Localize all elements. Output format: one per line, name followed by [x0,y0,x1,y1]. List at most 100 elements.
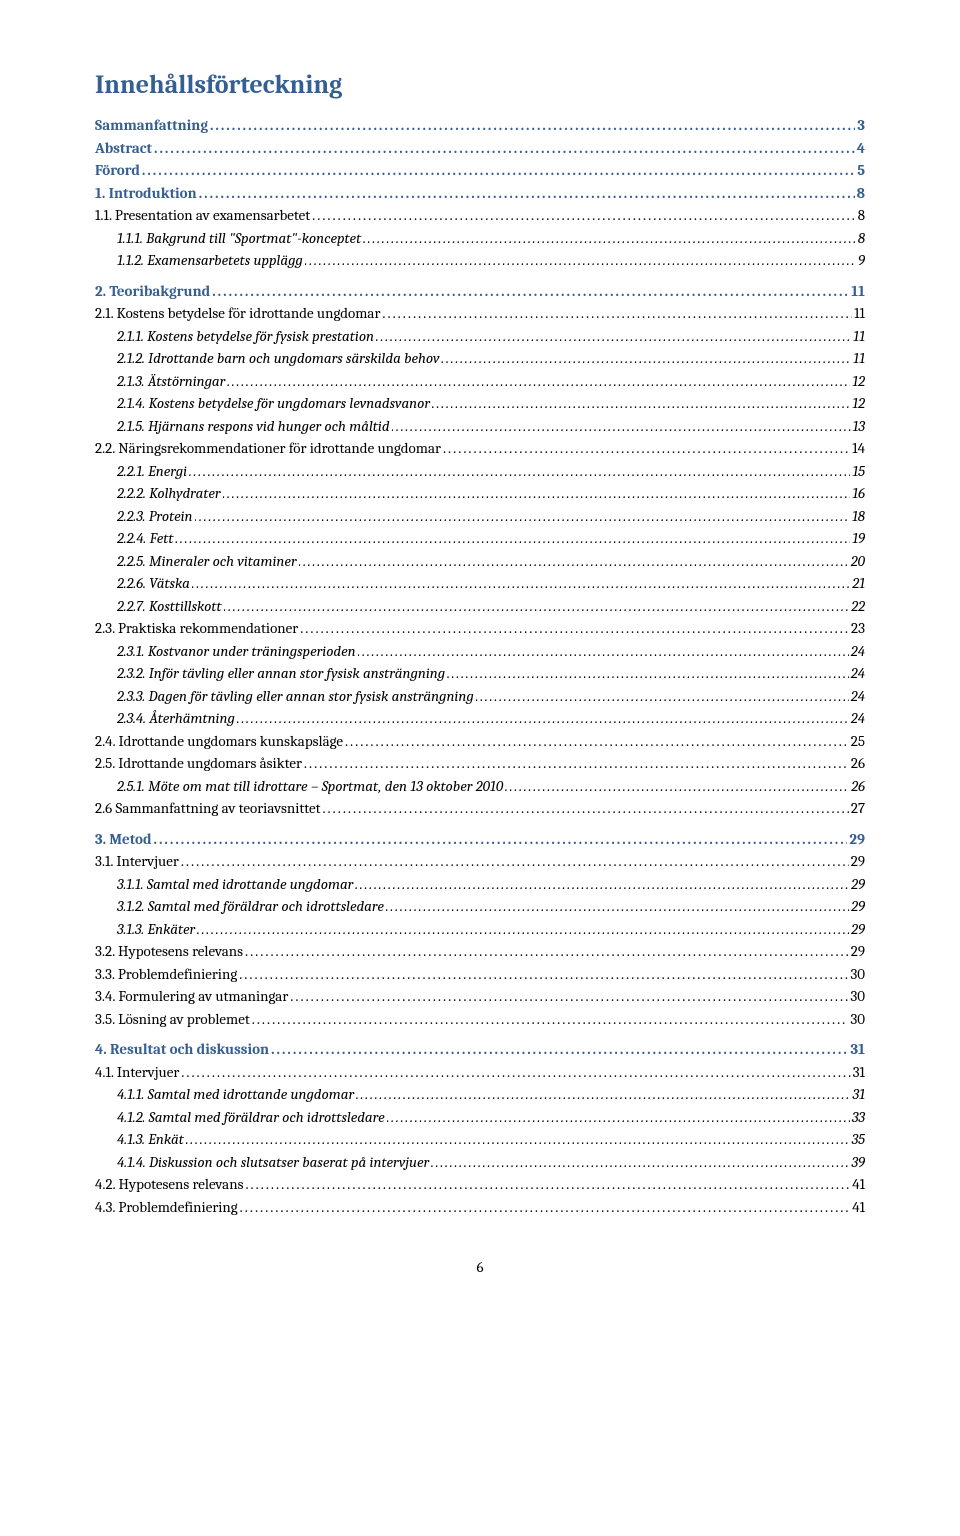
toc-entry: 2.3.1. Kostvanor under träningsperioden 2… [95,640,865,663]
toc-leader-dots [186,1128,850,1151]
toc-leader-dots [199,182,855,205]
toc-entry: 1. Introduktion8 [95,182,865,205]
toc-entry-page: 29 [851,895,865,918]
toc-entry-page: 4 [857,137,865,160]
toc-entry: 2.3.4. Återhämtning24 [95,707,865,730]
toc-entry: 2.2.2. Kolhydrater16 [95,482,865,505]
toc-entry: 2.3.2. Inför tävling eller annan stor fy… [95,662,865,685]
toc-leader-dots [252,1008,849,1031]
toc-leader-dots [376,325,851,348]
toc-entry: 3.1.2. Samtal med föräldrar och idrottsl… [95,895,865,918]
toc-entry: 2.1.4. Kostens betydelse för ungdomars l… [95,392,865,415]
toc-entry-page: 30 [850,985,865,1008]
toc-entry: 3.1. Intervjuer 29 [95,850,865,873]
toc-entry-label: 2.1.5. Hjärnans respons vid hunger och m… [95,415,390,438]
toc-entry: 2.5.1. Möte om mat till idrottare – Spor… [95,775,865,798]
toc-entry-page: 33 [852,1106,865,1129]
toc-entry: 2.3. Praktiska rekommendationer23 [95,617,865,640]
toc-entry-page: 27 [851,797,865,820]
toc-entry-page: 5 [857,159,865,182]
toc-entry-page: 30 [850,1008,865,1031]
toc-entry: 4.1.4. Diskussion och slutsatser baserat… [95,1151,865,1174]
toc-entry-page: 39 [851,1151,865,1174]
toc-entry: 2.4. Idrottande ungdomars kunskapsläge25 [95,730,865,753]
toc-entry-label: 3.3. Problemdefiniering [95,963,237,986]
toc-entry-page: 29 [851,918,865,941]
toc-entry: 2.2.5. Mineraler och vitaminer20 [95,550,865,573]
toc-entry-label: 4.1.3. Enkät [95,1128,184,1151]
toc-entry-label: 3.1. Intervjuer [95,850,179,873]
toc-entry-label: 4.1.4. Diskussion och slutsatser baserat… [95,1151,429,1174]
toc-entry: 2.6 Sammanfattning av teoriavsnittet27 [95,797,865,820]
toc-entry-page: 16 [852,482,865,505]
toc-entry-page: 23 [851,617,865,640]
toc-leader-dots [192,572,850,595]
toc-entry-page: 11 [853,325,865,348]
toc-leader-dots [154,137,855,160]
toc-entry-page: 14 [852,437,865,460]
toc-leader-dots [443,437,850,460]
toc-entry-label: 2.1.2. Idrottande barn och ungdomars sär… [95,347,439,370]
toc-entry-page: 11 [851,280,865,303]
toc-entry-page: 31 [851,1038,866,1061]
toc-entry-page: 8 [858,204,865,227]
toc-entry-label: 2.3.4. Återhämtning [95,707,235,730]
toc-leader-dots [382,302,852,325]
toc-leader-dots [212,280,849,303]
toc-entry-page: 20 [851,550,865,573]
toc-entry-label: 2.1.3. Ätstörningar [95,370,225,393]
toc-entry: 2.2.1. Energi15 [95,460,865,483]
toc-entry: 4.1.1. Samtal med idrottande ungdomar31 [95,1083,865,1106]
toc-entry-page: 11 [853,347,865,370]
toc-entry: 1.1.1. Bakgrund till "Sportmat"-koncepte… [95,227,865,250]
toc-entry-page: 29 [851,873,865,896]
toc-entry-label: 1.1. Presentation av examensarbetet [95,204,310,227]
toc-leader-dots [505,775,849,798]
toc-entry: 2.2.7. Kosttillskott22 [95,595,865,618]
toc-entry-label: 4.2. Hypotesens relevans [95,1173,243,1196]
toc-entry-label: 2.5.1. Möte om mat till idrottare – Spor… [95,775,503,798]
toc-entry: 4.1. Intervjuer31 [95,1061,865,1084]
toc-leader-dots [210,114,855,137]
toc-entry-page: 12 [852,370,865,393]
toc-entry: 2.2.4. Fett19 [95,527,865,550]
toc-entry-page: 25 [851,730,865,753]
toc-entry-page: 35 [852,1128,865,1151]
toc-leader-dots [431,1151,849,1174]
toc-entry: 2.5. Idrottande ungdomars åsikter26 [95,752,865,775]
toc-entry-page: 29 [851,850,865,873]
toc-entry-page: 29 [851,940,865,963]
toc-leader-dots [239,963,848,986]
toc-entry: 3. Metod29 [95,828,865,851]
toc-entry-label: 3.1.1. Samtal med idrottande ungdomar [95,873,353,896]
toc-entry-label: 2.3.1. Kostvanor under träningsperioden [95,640,356,663]
toc-entry-label: 4.1. Intervjuer [95,1061,179,1084]
toc-leader-dots [312,204,856,227]
toc-entry-label: 2.1.4. Kostens betydelse för ungdomars l… [95,392,430,415]
toc-leader-dots [447,662,849,685]
toc-leader-dots [356,1083,850,1106]
toc-leader-dots [189,460,850,483]
toc-entry-page: 8 [858,227,865,250]
toc-entry-label: 1. Introduktion [95,182,197,205]
toc-leader-dots [387,1106,850,1129]
toc-leader-dots [245,940,849,963]
toc-entry: 4. Resultat och diskussion31 [95,1038,865,1061]
toc-entry-page: 15 [852,460,865,483]
toc-entry: 4.3. Problemdefiniering41 [95,1196,865,1219]
toc-title: Innehållsförteckning [95,70,865,100]
toc-entry-label: 2.2.4. Fett [95,527,173,550]
toc-entry-page: 41 [852,1173,865,1196]
toc-entry-label: 3.2. Hypotesens relevans [95,940,243,963]
toc-entry: 2.1.3. Ätstörningar 12 [95,370,865,393]
toc-entry: 4.1.3. Enkät 35 [95,1128,865,1151]
toc-leader-dots [345,730,849,753]
toc-entry: 2.2. Näringsrekommendationer för idrotta… [95,437,865,460]
toc-entry: 2.3.3. Dagen för tävling eller annan sto… [95,685,865,708]
toc-leader-dots [392,415,851,438]
toc-entry-page: 41 [852,1196,865,1219]
toc-entry-label: 2.5. Idrottande ungdomars åsikter [95,752,302,775]
toc-entry-page: 11 [854,302,865,325]
toc-entry-label: 1.1.2. Examensarbetets upplägg [95,249,303,272]
toc-entry-page: 24 [851,640,865,663]
